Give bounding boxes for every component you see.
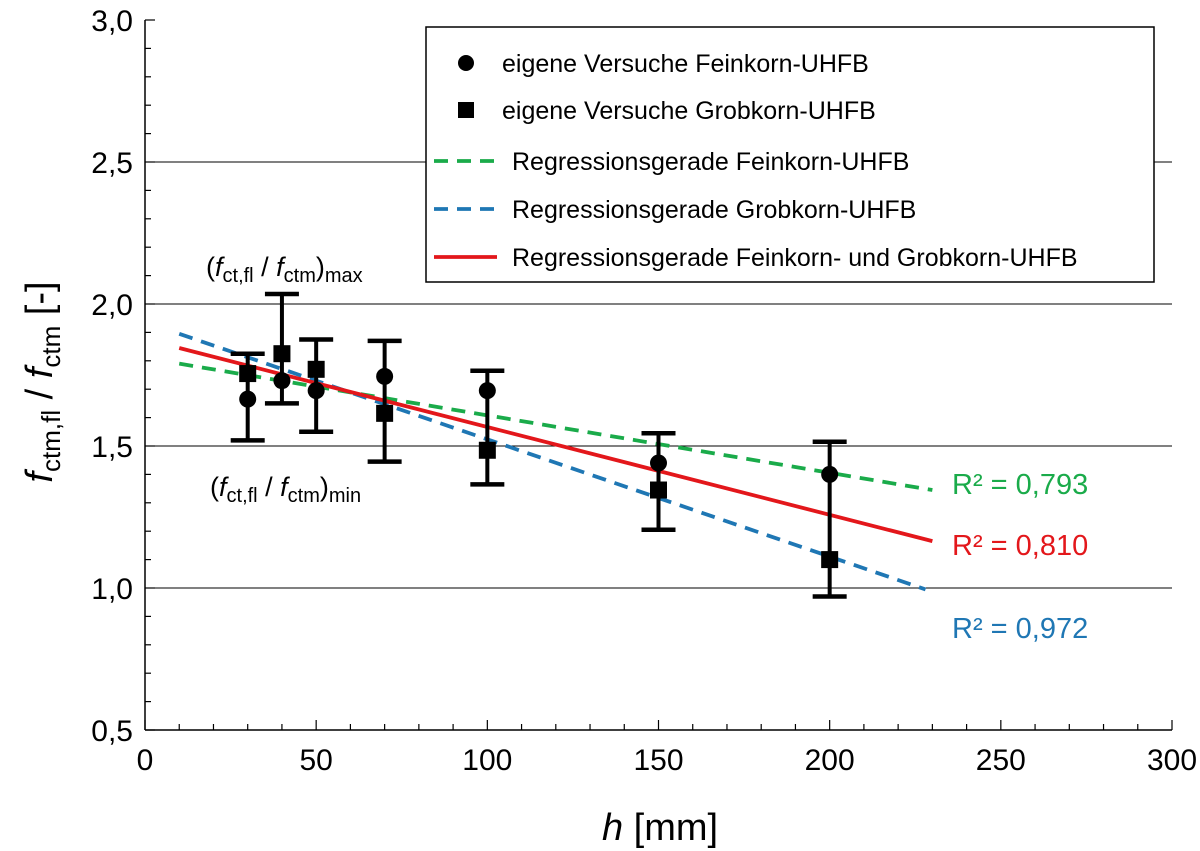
- y-tick-label-5: 3,0: [91, 5, 133, 38]
- x-tick-label-1: 50: [299, 744, 332, 777]
- annotation-min-open: (: [210, 472, 219, 502]
- annotation-max-sep: /: [254, 252, 277, 282]
- legend-marker-1: [458, 102, 474, 118]
- x-tick-label-5: 250: [976, 744, 1026, 777]
- point-feinkorn-5: [650, 454, 667, 472]
- y-tick-label-4: 2,5: [91, 147, 133, 180]
- x-axis-title: h [mm]: [602, 807, 718, 849]
- annotation-min-sep: /: [258, 472, 281, 502]
- point-feinkorn-0: [239, 390, 257, 408]
- x-tick-label-0: 0: [137, 744, 154, 777]
- annotation-min: (fct,fl / fctm)min: [210, 472, 361, 507]
- annotation-max-s1: ct,fl: [223, 265, 254, 287]
- regression-line-4: [178, 346, 933, 543]
- point-feinkorn-2: [307, 382, 325, 400]
- x-axis-title-italic: h: [602, 807, 623, 849]
- legend-label-2: Regressionsgerade Feinkorn-UHFB: [512, 148, 909, 176]
- legend-label-3: Regressionsgerade Grobkorn-UHFB: [512, 196, 916, 224]
- point-grobkorn-5: [650, 481, 667, 499]
- y-axis-title-f1: f: [19, 469, 61, 483]
- r2-label-combined: R² = 0,810: [952, 530, 1088, 562]
- annotation-min-f1: f: [219, 472, 229, 502]
- y-axis-title: fctm,fl / fctm [-]: [19, 281, 66, 482]
- y-tick-label-2: 1,5: [91, 431, 133, 464]
- point-feinkorn-4: [478, 382, 496, 400]
- point-grobkorn-6: [821, 551, 839, 569]
- x-axis-title-rest: [mm]: [623, 807, 718, 849]
- point-grobkorn-1: [273, 345, 291, 363]
- point-grobkorn-2: [307, 360, 325, 378]
- y-axis-title-f2: f: [19, 364, 61, 378]
- y-axis-title-rest: [-]: [19, 281, 61, 325]
- y-tick-label-1: 1,0: [91, 573, 133, 606]
- annotation-min-close: ): [320, 472, 329, 502]
- annotation-max-open: (: [206, 252, 215, 282]
- regression-line-2: [178, 361, 933, 492]
- regression-lines: [178, 332, 933, 592]
- annotation-max-close: ): [316, 252, 325, 282]
- x-tick-label-4: 200: [805, 744, 855, 777]
- point-grobkorn-0: [239, 365, 257, 383]
- error-bars: [230, 291, 847, 599]
- y-axis-title-sep: /: [19, 378, 61, 410]
- y-axis-title-sub2: ctm: [36, 326, 66, 368]
- regression-line-3: [178, 332, 927, 592]
- annotation-max: (fct,fl / fctm)max: [206, 252, 363, 287]
- legend-box: [425, 26, 1155, 283]
- annotation-max-f1: f: [215, 252, 225, 282]
- annotation-min-sub: min: [329, 485, 361, 507]
- point-grobkorn-3: [376, 404, 394, 422]
- x-tick-label-2: 100: [462, 744, 512, 777]
- point-grobkorn-4: [478, 441, 496, 459]
- point-feinkorn-1: [273, 372, 291, 390]
- y-axis-title-sub1: ctm,fl: [36, 410, 66, 472]
- annotation-max-f2: f: [276, 252, 286, 282]
- data-points: [239, 345, 839, 569]
- annotation-max-sub: max: [325, 265, 363, 287]
- point-feinkorn-6: [821, 465, 839, 483]
- y-tick-label-0: 0,5: [91, 715, 133, 748]
- annotation-min-f2: f: [280, 472, 290, 502]
- annotation-max-s2: ctm: [284, 265, 316, 287]
- annotation-min-s2: ctm: [288, 485, 320, 507]
- legend-marker-0: [458, 55, 474, 71]
- annotation-min-s1: ct,fl: [227, 485, 258, 507]
- x-tick-label-6: 300: [1147, 744, 1197, 777]
- legend-label-0: eigene Versuche Feinkorn-UHFB: [502, 50, 869, 78]
- r2-label-feinkorn: R² = 0,793: [952, 469, 1088, 501]
- tick-labels: 0 50 100 150 200 250 300 0,5 1,0 1,5 2,0 2,5 3,0: [91, 5, 1197, 777]
- y-tick-label-3: 2,0: [91, 289, 133, 322]
- point-feinkorn-3: [376, 367, 394, 385]
- tick-marks: [144, 19, 1173, 731]
- r2-label-grobkorn: R² = 0,972: [952, 613, 1088, 645]
- legend-label-4: Regressionsgerade Feinkorn- und Grobkorn…: [512, 244, 1078, 272]
- legend-items: eigene Versuche Feinkorn-UHFB eigene Vers…: [434, 50, 1078, 272]
- legend-label-1: eigene Versuche Grobkorn-UHFB: [502, 97, 876, 125]
- x-tick-label-3: 150: [633, 744, 683, 777]
- legend: eigene Versuche Feinkorn-UHFB eigene Vers…: [425, 26, 1155, 283]
